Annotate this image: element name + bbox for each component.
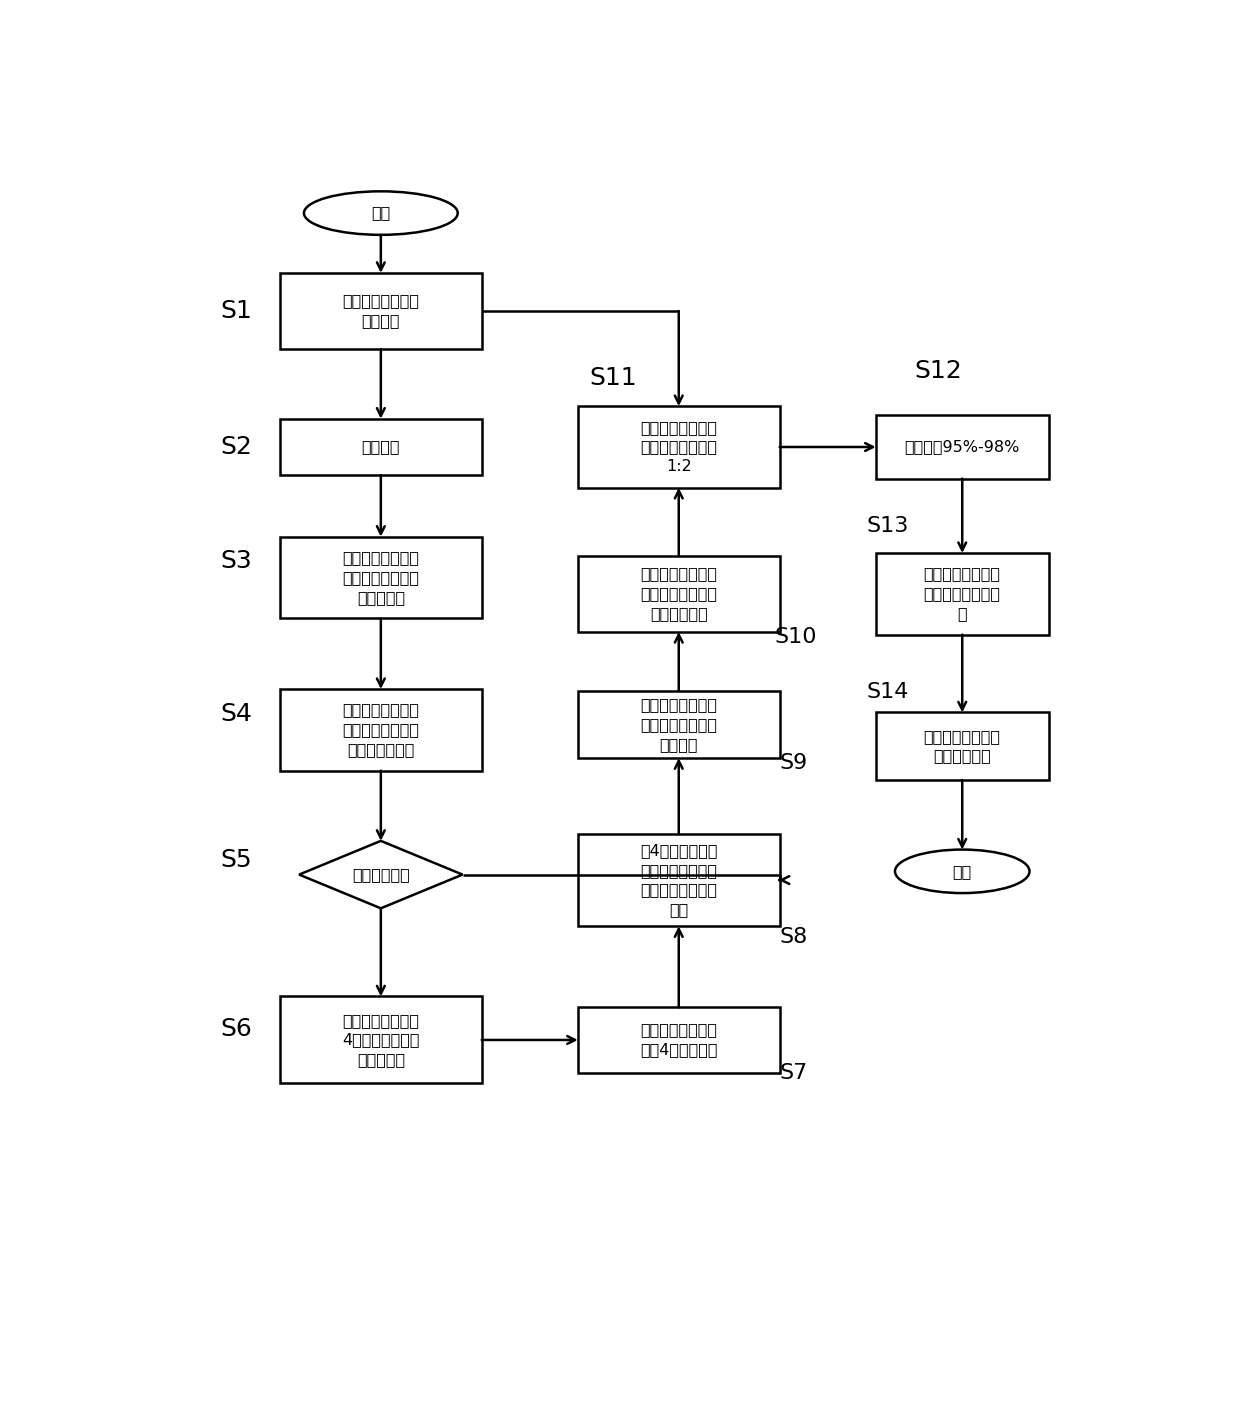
Ellipse shape xyxy=(304,191,458,235)
Text: 方案是否可行: 方案是否可行 xyxy=(352,868,409,882)
Text: S1: S1 xyxy=(221,300,252,324)
Text: 将轧机横梁底部的
4个孔洞用不锈钢
板焊接封堵: 将轧机横梁底部的 4个孔洞用不锈钢 板焊接封堵 xyxy=(342,1013,419,1067)
FancyBboxPatch shape xyxy=(875,552,1049,634)
Text: S13: S13 xyxy=(866,516,909,537)
FancyBboxPatch shape xyxy=(578,555,780,632)
FancyBboxPatch shape xyxy=(875,415,1049,479)
Text: S2: S2 xyxy=(221,435,252,459)
Text: 分析数据: 分析数据 xyxy=(362,439,401,455)
FancyBboxPatch shape xyxy=(280,690,481,770)
FancyBboxPatch shape xyxy=(280,418,481,475)
Text: 对轧机的振动进行
全面检测: 对轧机的振动进行 全面检测 xyxy=(342,294,419,328)
FancyBboxPatch shape xyxy=(280,996,481,1084)
FancyBboxPatch shape xyxy=(280,537,481,619)
Text: 将横梁中间空间划
分为4个独立空间: 将横梁中间空间划 分为4个独立空间 xyxy=(640,1023,718,1057)
Text: 开始: 开始 xyxy=(371,205,391,220)
Text: S10: S10 xyxy=(775,627,817,647)
Text: S4: S4 xyxy=(221,702,252,725)
Text: S6: S6 xyxy=(221,1017,252,1041)
FancyBboxPatch shape xyxy=(578,1007,780,1072)
Text: S9: S9 xyxy=(780,753,808,773)
Text: 结束: 结束 xyxy=(952,863,972,879)
Text: S5: S5 xyxy=(221,848,252,872)
Text: S12: S12 xyxy=(914,359,962,383)
Text: 大填充颗粒和小填
充颗粒的重量比例
1:2: 大填充颗粒和小填 充颗粒的重量比例 1:2 xyxy=(640,420,717,475)
Text: 按照对角线两个空
间填充同一材质的
颗粒阻尼: 按照对角线两个空 间填充同一材质的 颗粒阻尼 xyxy=(640,697,717,752)
Text: S11: S11 xyxy=(589,366,637,390)
Text: 填充完毕在填充的
孔洞上安装排气装
置: 填充完毕在填充的 孔洞上安装排气装 置 xyxy=(924,567,1001,622)
FancyBboxPatch shape xyxy=(578,406,780,487)
Text: S7: S7 xyxy=(780,1063,808,1082)
Text: 制作一小轧机牌坊
模拟现场情况进行
颗粒阻尼的试验: 制作一小轧机牌坊 模拟现场情况进行 颗粒阻尼的试验 xyxy=(342,702,419,757)
Text: 将4种规格的颗粒
阻尼分装成重量一
样的小袋，并做好
标示: 将4种规格的颗粒 阻尼分装成重量一 样的小袋，并做好 标示 xyxy=(640,842,718,917)
Polygon shape xyxy=(299,841,463,909)
FancyBboxPatch shape xyxy=(875,712,1049,780)
Text: S3: S3 xyxy=(221,550,252,574)
Text: S14: S14 xyxy=(866,682,909,702)
Text: S8: S8 xyxy=(780,927,808,947)
FancyBboxPatch shape xyxy=(578,834,780,927)
FancyBboxPatch shape xyxy=(578,691,780,759)
Text: 再次对轧机的振动
进行全面检测: 再次对轧机的振动 进行全面检测 xyxy=(924,729,1001,763)
Ellipse shape xyxy=(895,849,1029,893)
Text: 根据振动频率及振
幅来决定颗粒的材
质和填充量: 根据振动频率及振 幅来决定颗粒的材 质和填充量 xyxy=(342,550,419,605)
Text: 大小颗粒按一层大
颗粒一层小颗粒的
原则进行填充: 大小颗粒按一层大 颗粒一层小颗粒的 原则进行填充 xyxy=(640,567,717,622)
Text: 填充率在95%-98%: 填充率在95%-98% xyxy=(904,439,1021,455)
FancyBboxPatch shape xyxy=(280,273,481,349)
